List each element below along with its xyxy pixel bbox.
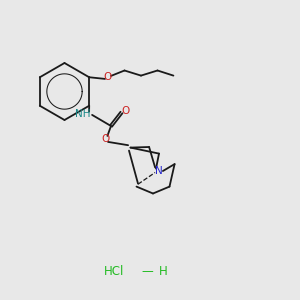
Text: O: O	[101, 134, 109, 145]
Text: HCl: HCl	[104, 265, 124, 278]
Text: O: O	[104, 72, 112, 82]
Text: O: O	[121, 106, 129, 116]
Text: NH: NH	[75, 109, 90, 119]
Text: —: —	[141, 265, 153, 278]
Text: H: H	[159, 265, 168, 278]
Text: N: N	[155, 166, 163, 176]
